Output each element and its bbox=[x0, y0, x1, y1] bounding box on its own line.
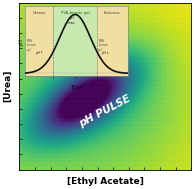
Text: pH PULSE: pH PULSE bbox=[78, 93, 133, 129]
Y-axis label: [Urea]: [Urea] bbox=[3, 70, 12, 102]
X-axis label: [Ethyl Acetate]: [Ethyl Acetate] bbox=[67, 177, 144, 186]
